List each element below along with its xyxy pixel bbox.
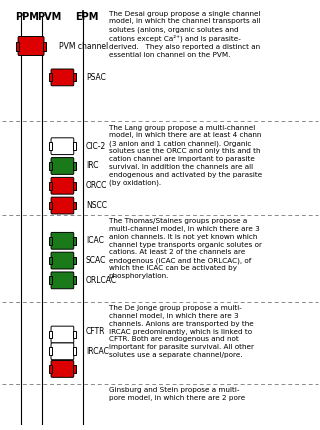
Bar — [73, 347, 76, 355]
Bar — [73, 142, 76, 150]
Bar — [73, 365, 76, 373]
Text: IRC: IRC — [86, 162, 98, 170]
Bar — [43, 42, 46, 50]
Text: The Thomas/Staines groups propose a
multi-channel model, in which there are 3
an: The Thomas/Staines groups propose a mult… — [109, 218, 262, 279]
Bar — [49, 162, 52, 170]
Bar — [49, 365, 52, 373]
FancyBboxPatch shape — [51, 272, 74, 289]
Bar — [49, 257, 52, 264]
Text: ORCC: ORCC — [86, 181, 107, 190]
FancyBboxPatch shape — [18, 37, 44, 55]
Bar — [73, 331, 76, 338]
Text: The Desai group propose a single channel
model, in which the channel transports : The Desai group propose a single channel… — [109, 11, 260, 58]
Bar — [73, 257, 76, 264]
Text: SCAC: SCAC — [86, 256, 106, 265]
Text: ORLCAC: ORLCAC — [86, 276, 117, 285]
FancyBboxPatch shape — [51, 360, 74, 378]
Bar — [73, 276, 76, 284]
FancyBboxPatch shape — [51, 69, 74, 86]
Text: PVM: PVM — [37, 12, 61, 22]
Text: The De Jonge group propose a multi-
channel model, in which there are 3
channels: The De Jonge group propose a multi- chan… — [109, 305, 254, 358]
Text: The Lang group propose a multi-channel
model, in which there are at least 4 chan: The Lang group propose a multi-channel m… — [109, 125, 262, 186]
Bar — [73, 162, 76, 170]
Bar — [49, 202, 52, 209]
Text: PPM: PPM — [15, 12, 39, 22]
FancyBboxPatch shape — [51, 177, 74, 194]
FancyBboxPatch shape — [51, 138, 74, 154]
FancyBboxPatch shape — [51, 197, 74, 214]
Text: CFTR: CFTR — [86, 328, 105, 336]
Bar — [49, 142, 52, 150]
Bar — [49, 237, 52, 245]
FancyBboxPatch shape — [51, 157, 74, 175]
Bar — [49, 331, 52, 338]
Bar — [73, 237, 76, 245]
Bar — [16, 42, 19, 50]
Bar — [49, 182, 52, 190]
Bar — [73, 202, 76, 209]
FancyBboxPatch shape — [51, 232, 74, 249]
Text: ICAC: ICAC — [86, 237, 104, 245]
FancyBboxPatch shape — [51, 252, 74, 269]
Bar — [49, 347, 52, 355]
Bar — [73, 182, 76, 190]
Text: EPM: EPM — [75, 12, 99, 22]
Bar — [49, 74, 52, 81]
Bar — [73, 74, 76, 81]
Text: NSCC: NSCC — [86, 201, 107, 210]
Text: IRCAC: IRCAC — [86, 347, 108, 356]
FancyBboxPatch shape — [51, 343, 74, 359]
Text: Ginsburg and Stein propose a multi-
pore model, in which there are 2 pore: Ginsburg and Stein propose a multi- pore… — [109, 387, 245, 401]
FancyBboxPatch shape — [51, 326, 74, 343]
Bar — [49, 276, 52, 284]
Text: PSAC: PSAC — [86, 73, 106, 82]
Text: PVM channel: PVM channel — [59, 42, 108, 50]
Text: CIC-2: CIC-2 — [86, 142, 106, 150]
